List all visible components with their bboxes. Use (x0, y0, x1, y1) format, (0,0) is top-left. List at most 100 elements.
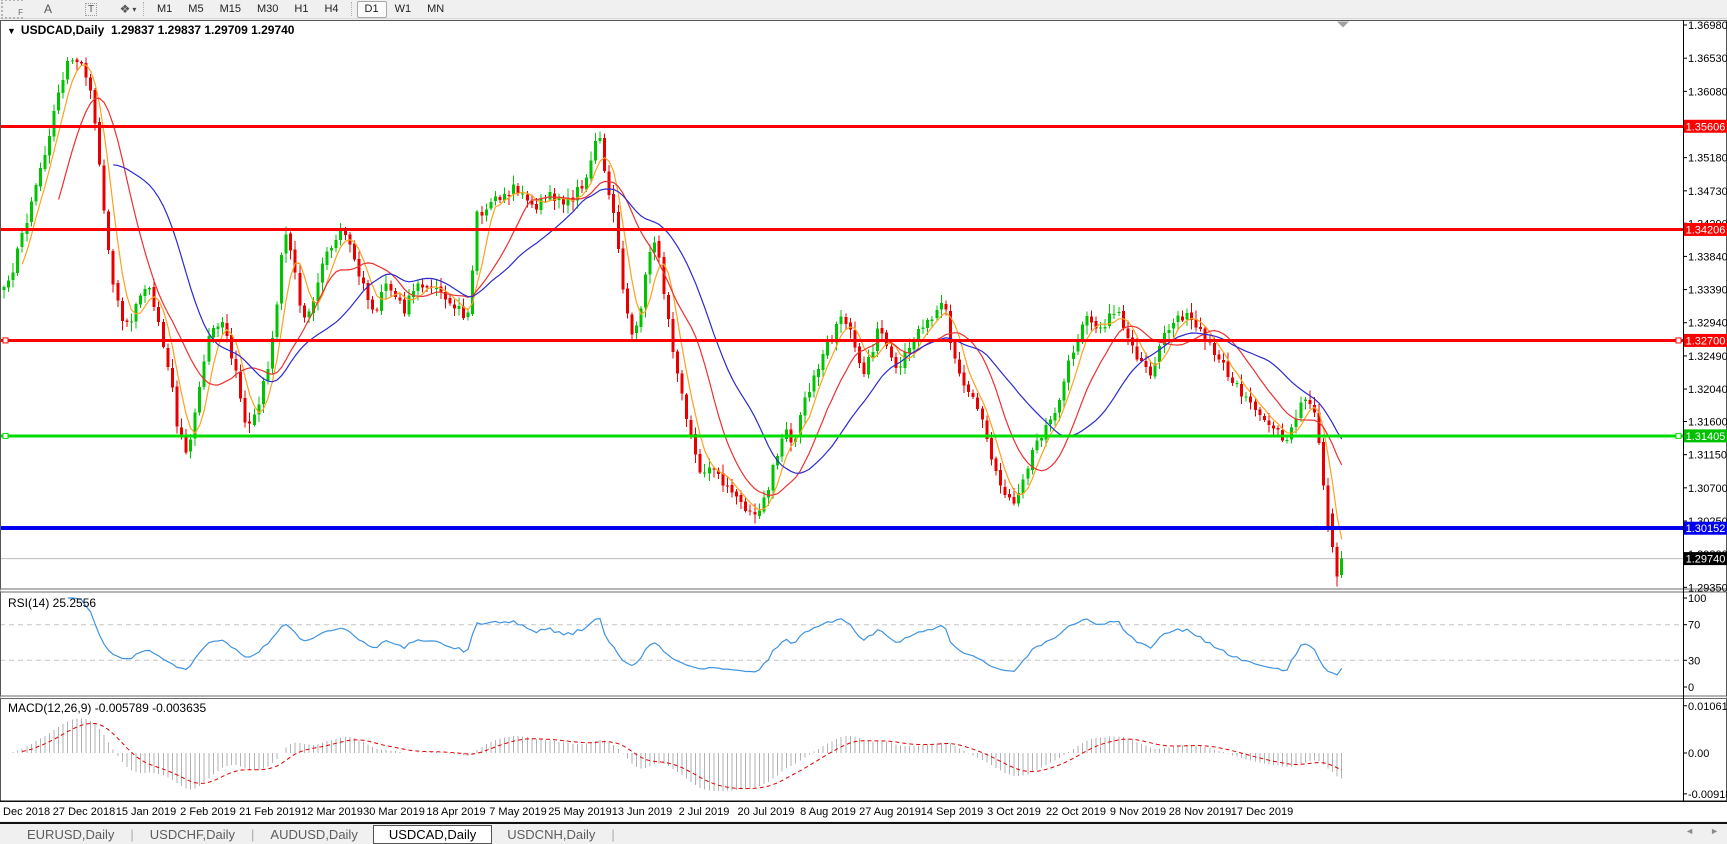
date-label: 3 Oct 2019 (987, 806, 1041, 818)
arrow-shapes-icon[interactable]: ❖ ▾ (118, 1, 138, 17)
text-label-glyph: T (84, 2, 98, 16)
svg-text:1.33840: 1.33840 (1688, 251, 1727, 263)
symbol-tab-bar: EURUSD,Daily | USDCHF,Daily | AUDUSD,Dai… (0, 822, 1727, 844)
toolbar-separator (143, 2, 145, 16)
date-label: 8 Aug 2019 (800, 806, 856, 818)
hline-handle[interactable] (1675, 432, 1682, 439)
tab-usdcad[interactable]: USDCAD,Daily (372, 824, 493, 844)
macd-signal-line (22, 722, 1342, 790)
ma-mid-line (58, 97, 1343, 497)
date-label: 2 Feb 2019 (180, 806, 236, 818)
svg-text:70: 70 (1688, 620, 1700, 632)
date-label: 30 Mar 2019 (363, 806, 425, 818)
svg-text:1.35606: 1.35606 (1686, 121, 1726, 133)
date-label: 22 Oct 2019 (1046, 806, 1106, 818)
svg-text:1.36980: 1.36980 (1688, 20, 1727, 32)
macd-histogram (12, 718, 1343, 792)
tab-scroll-right-icon[interactable]: ► (1710, 826, 1719, 836)
svg-text:1.30152: 1.30152 (1686, 523, 1726, 535)
collapse-arrow-icon[interactable]: ▼ (7, 26, 16, 36)
timeframe-m5[interactable]: M5 (188, 2, 204, 15)
chart-title: ▼ USDCAD,Daily 1.29837 1.29837 1.29709 1.… (7, 23, 294, 37)
toolbar-separator (350, 2, 353, 16)
timeframe-m15[interactable]: M15 (219, 2, 241, 15)
date-label: 28 Nov 2019 (1168, 806, 1232, 818)
tab-audusd[interactable]: AUDUSD,Daily (270, 826, 358, 842)
svg-text:100: 100 (1688, 593, 1706, 605)
date-label: 15 Jan 2019 (115, 806, 177, 818)
date-label: 13 Jun 2019 (611, 806, 673, 818)
svg-text:1.31150: 1.31150 (1688, 450, 1727, 462)
indicators-f-icon[interactable]: F (1, 0, 23, 19)
date-label: 9 Nov 2019 (1109, 806, 1167, 818)
date-label: 27 Dec 2018 (52, 806, 116, 818)
text-label-icon[interactable]: T (81, 1, 101, 17)
chart-window-bg (0, 20, 1727, 801)
ma-slow-line (113, 164, 1343, 474)
svg-text:1.35180: 1.35180 (1688, 153, 1727, 165)
svg-text:1.34730: 1.34730 (1688, 186, 1727, 198)
svg-text:1.32040: 1.32040 (1688, 384, 1727, 396)
timeframe-m1[interactable]: M1 (157, 2, 173, 15)
hline-handle[interactable] (2, 337, 9, 344)
text-a-icon[interactable]: A (38, 1, 58, 17)
date-label: 18 Apr 2019 (426, 806, 486, 818)
svg-text:1.30700: 1.30700 (1688, 483, 1727, 495)
svg-text:0: 0 (1688, 682, 1694, 694)
timeframe-w1[interactable]: W1 (394, 2, 412, 15)
timeframe-d1[interactable]: D1 (356, 0, 387, 18)
svg-text:30: 30 (1688, 655, 1700, 667)
timeframe-mn[interactable]: MN (427, 2, 445, 15)
top-toolbar: F A T ❖ ▾ M1 M5 M15 M30 H1 H4 D1 W1 MN (0, 0, 1727, 19)
svg-text:1.32490: 1.32490 (1688, 351, 1727, 363)
svg-text:1.32940: 1.32940 (1688, 318, 1727, 330)
hline-handle[interactable] (1675, 337, 1682, 344)
svg-text:1.32700: 1.32700 (1686, 335, 1726, 347)
date-label: 7 May 2019 (489, 806, 547, 818)
chart-shift-marker[interactable] (1337, 21, 1349, 28)
svg-text:1.29350: 1.29350 (1688, 582, 1727, 594)
timeframe-h4[interactable]: H4 (324, 2, 339, 15)
svg-text:0.010615: 0.010615 (1688, 701, 1727, 713)
tab-usdcnh[interactable]: USDCNH,Daily (507, 826, 596, 842)
date-label: 21 Feb 2019 (239, 806, 301, 818)
macd-label: MACD(12,26,9) -0.005789 -0.003635 (8, 701, 207, 715)
date-label: 20 Jul 2019 (737, 806, 795, 818)
date-label: 17 Dec 2019 (1230, 806, 1294, 818)
tab-separator: | (251, 826, 255, 842)
timeframe-h1[interactable]: H1 (294, 2, 309, 15)
svg-text:1.36080: 1.36080 (1688, 86, 1727, 98)
dropdown-caret-icon[interactable]: ▾ (132, 4, 137, 14)
svg-text:1.33390: 1.33390 (1688, 285, 1727, 297)
date-label: 2 Jul 2019 (678, 806, 730, 818)
svg-text:0.00: 0.00 (1688, 748, 1709, 760)
svg-text:1.31405: 1.31405 (1686, 431, 1726, 443)
timeframe-m30[interactable]: M30 (256, 2, 279, 15)
svg-text:1.36530: 1.36530 (1688, 53, 1727, 65)
rsi-line (67, 597, 1343, 676)
price-badges: 1.35606 1.34206 1.32700 1.31405 1.30152 1.297… (1684, 119, 1727, 566)
price-axis[interactable] (1683, 20, 1727, 801)
arrow-shapes-glyph: ❖ (119, 2, 131, 16)
symbol-period: USDCAD,Daily (20, 23, 105, 37)
date-label: 12 Mar 2019 (301, 806, 363, 818)
date-label: 8 Dec 2018 (0, 806, 51, 818)
date-label: 27 Aug 2019 (859, 806, 921, 818)
hline-handle[interactable] (2, 432, 9, 439)
svg-text:1.31600: 1.31600 (1688, 417, 1727, 429)
indicators-f-glyph: F (18, 8, 23, 17)
tab-usdchf[interactable]: USDCHF,Daily (149, 826, 236, 842)
ma-fast-line (21, 64, 1343, 540)
tab-separator: | (611, 826, 615, 842)
rsi-label: RSI(14) 25.2556 (8, 596, 97, 610)
tab-separator: | (130, 826, 134, 842)
ohlc-values: 1.29837 1.29837 1.29709 1.29740 (110, 23, 295, 37)
svg-text:1.34206: 1.34206 (1686, 224, 1726, 236)
text-a-glyph: A (43, 2, 52, 16)
svg-text:-0.009181: -0.009181 (1688, 789, 1727, 801)
tab-eurusd[interactable]: EURUSD,Daily (27, 826, 115, 842)
tab-scroll-left-icon[interactable]: ◄ (1685, 826, 1695, 836)
date-label: 25 May 2019 (548, 806, 612, 818)
